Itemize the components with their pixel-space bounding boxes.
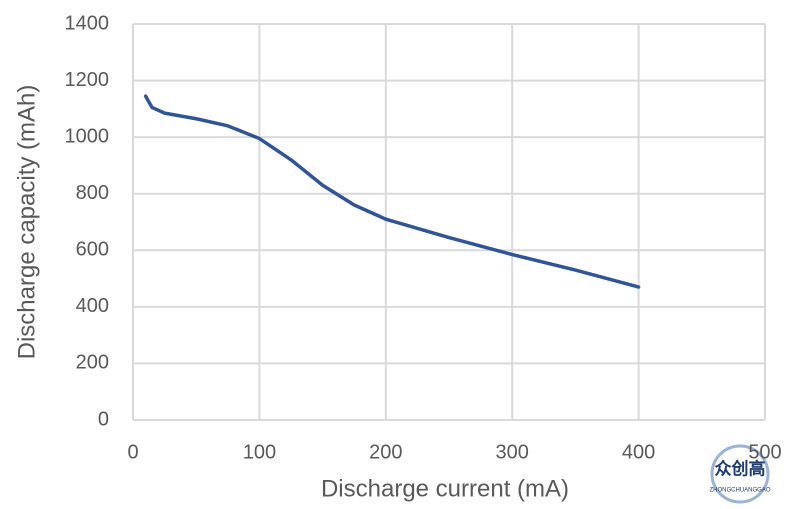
y-tick-label: 1000 (65, 125, 110, 147)
watermark: 众创高 ZHONGCHUANGGAO (709, 444, 771, 504)
x-tick-label: 100 (243, 441, 276, 463)
y-tick-label: 800 (76, 182, 109, 204)
watermark-title: 众创高 (715, 458, 766, 478)
x-tick-label: 400 (622, 441, 655, 463)
watermark-ring (710, 444, 770, 504)
x-tick-label: 200 (369, 441, 402, 463)
y-tick-label: 1400 (65, 12, 110, 34)
y-tick-label: 1200 (65, 69, 110, 91)
y-tick-label: 600 (76, 239, 109, 261)
x-tick-label: 500 (748, 441, 781, 463)
y-tick-label: 200 (76, 352, 109, 374)
data-line (143, 94, 641, 289)
x-axis-title: Discharge current (mA) (321, 475, 569, 502)
watermark-subtitle: ZHONGCHUANGGAO (709, 488, 770, 494)
y-axis-title: Discharge capacity (mAh) (13, 85, 40, 360)
y-tick-label: 0 (98, 408, 109, 430)
y-tick-label: 400 (76, 295, 109, 317)
x-tick-label: 300 (496, 441, 529, 463)
x-tick-label: 0 (127, 441, 138, 463)
